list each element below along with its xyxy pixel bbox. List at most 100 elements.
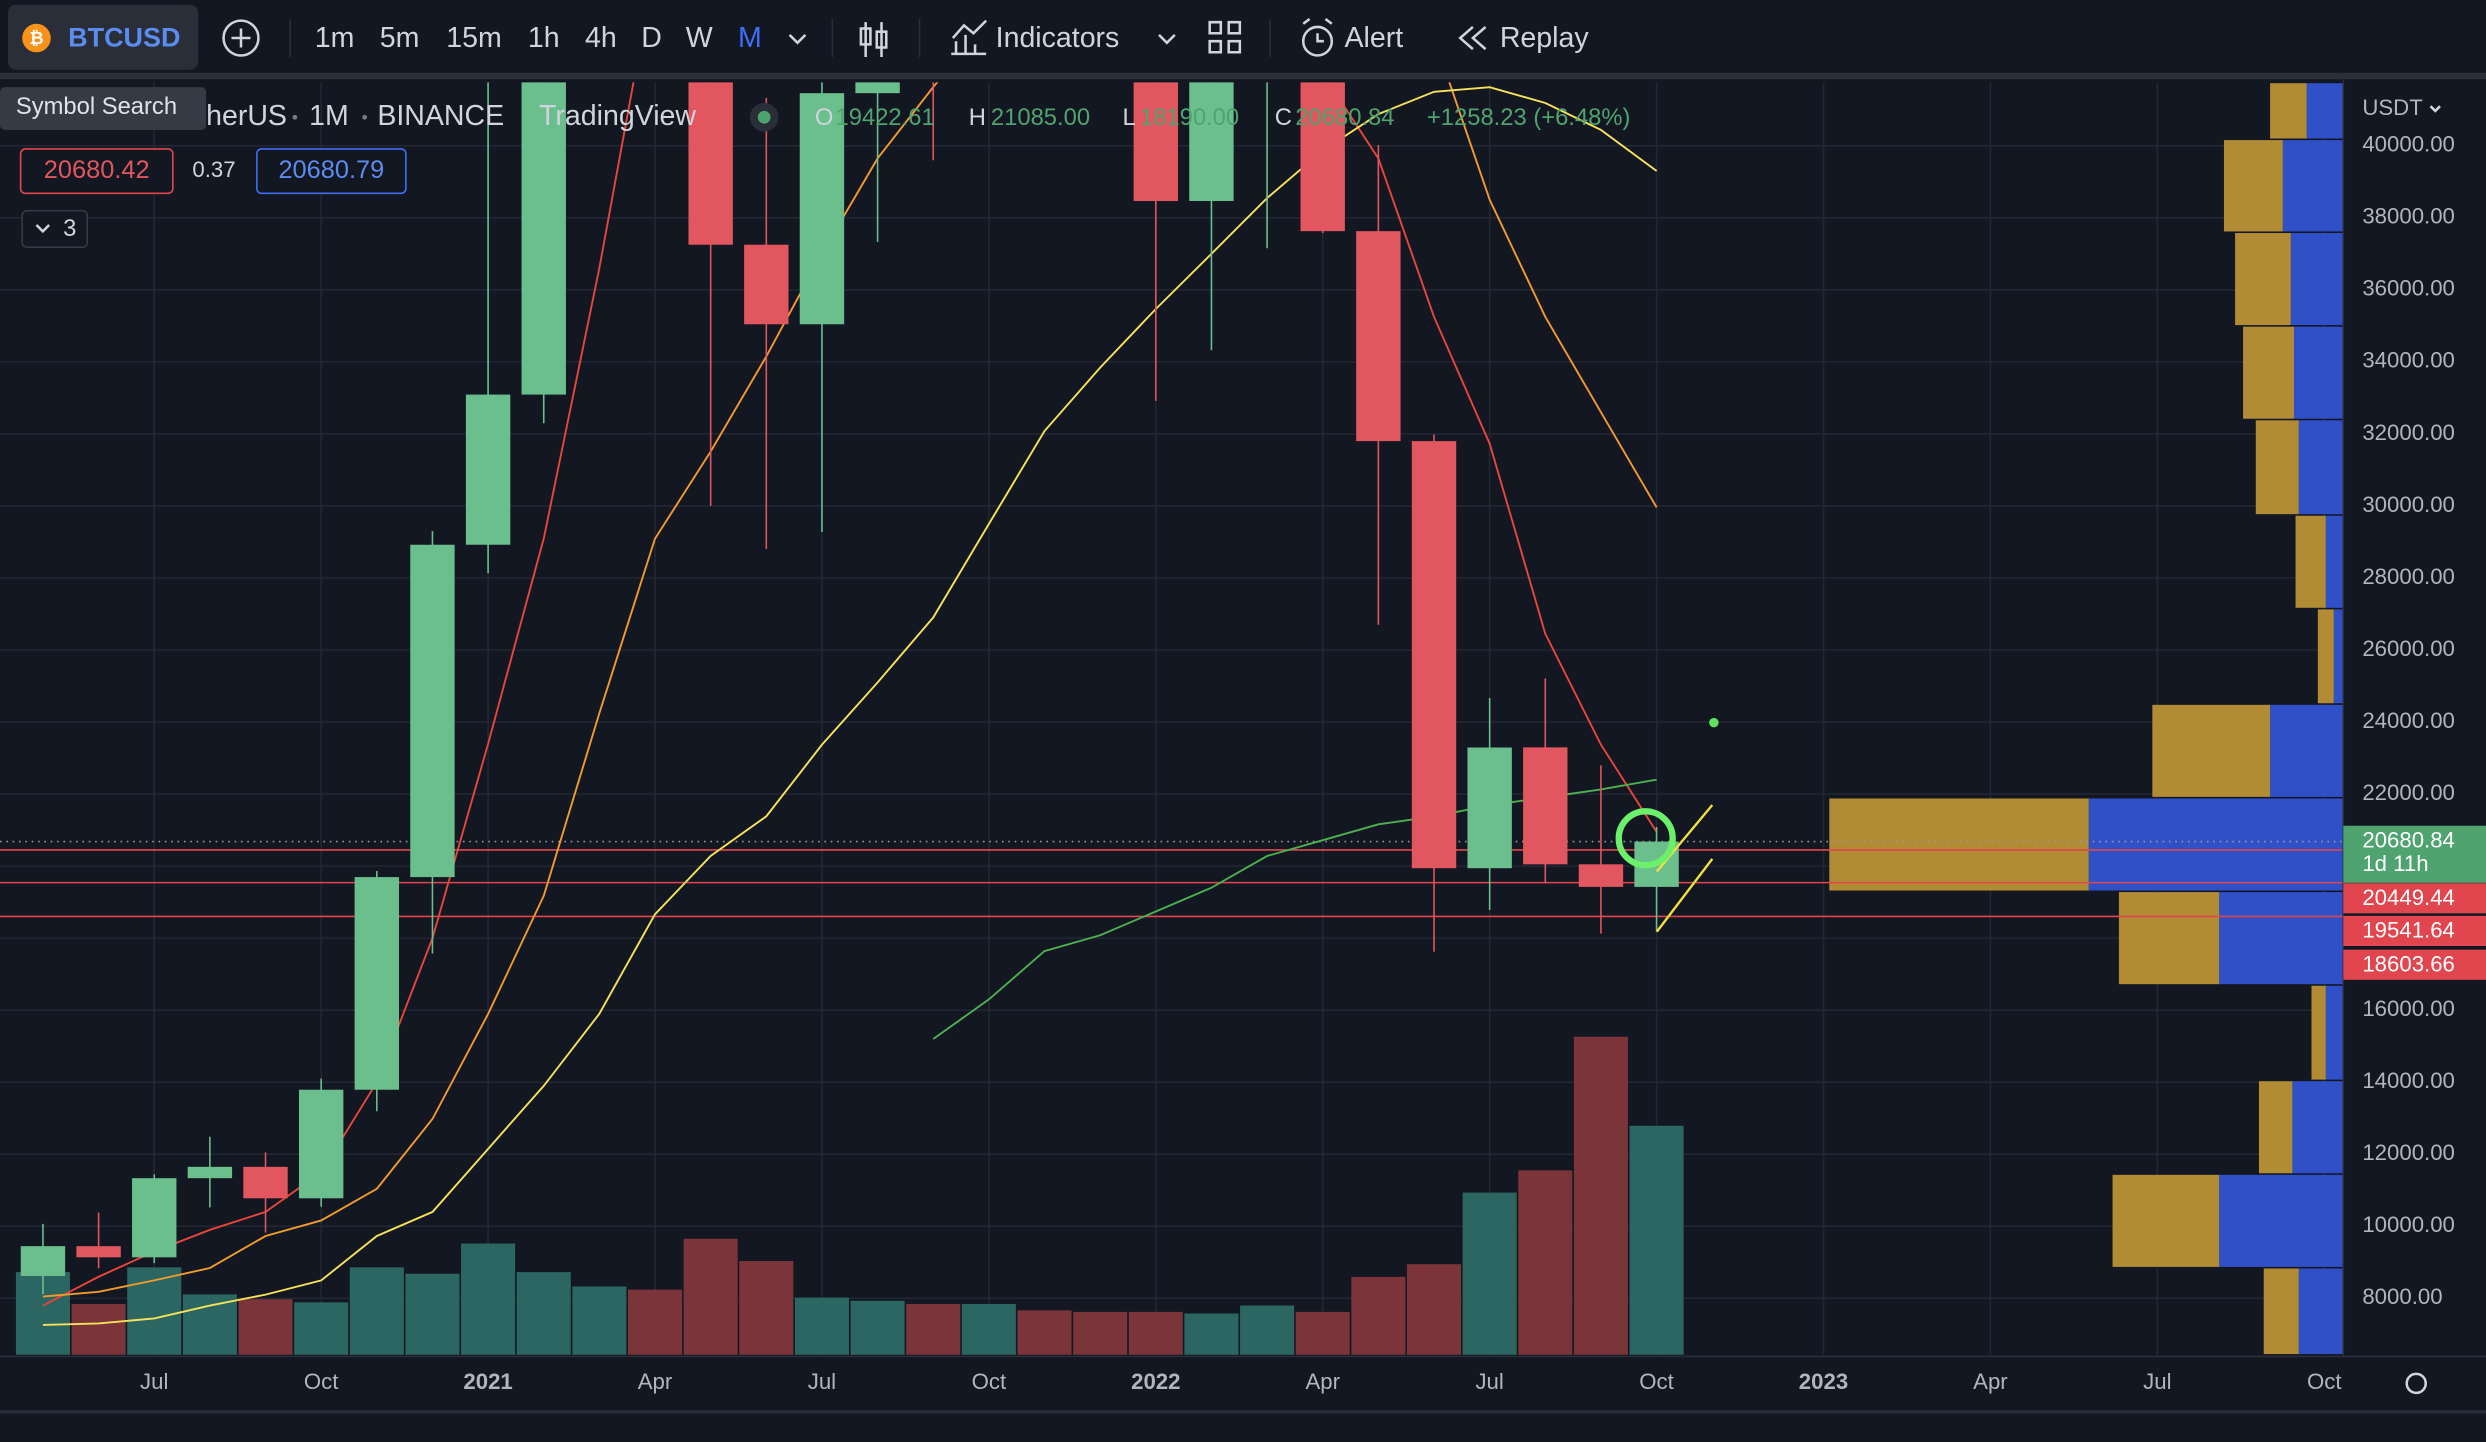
price-label: 19541.64 [2362, 918, 2455, 943]
sell-button[interactable] [19, 148, 174, 195]
buy-button[interactable] [256, 148, 407, 195]
alert-icon-detail [1302, 18, 1333, 43]
y-tick-label: 14000.00 [2362, 1068, 2455, 1093]
chevron-icon[interactable] [788, 33, 807, 45]
x-tick-label: 2022 [1131, 1369, 1180, 1394]
profile-up [2223, 140, 2283, 232]
layout-icon[interactable] [1208, 20, 1242, 54]
low-value: 18190.00 [1140, 104, 1239, 131]
timeframe-button[interactable]: W [686, 22, 713, 54]
candle-body [298, 1089, 344, 1199]
time-axis [0, 1356, 2486, 1411]
indicators-icon[interactable] [951, 19, 988, 56]
trend-line [1655, 858, 1714, 933]
symbol-button[interactable] [7, 4, 199, 70]
countdown: 1d 11h [2362, 851, 2428, 876]
y-tick-label: 36000.00 [2362, 276, 2455, 301]
volume-bar [794, 1297, 849, 1355]
volume-bar [1629, 1125, 1684, 1355]
alert-icon[interactable] [1301, 25, 1334, 57]
symbol[interactable]: BTCUSD [68, 23, 180, 53]
candle-body [243, 1166, 288, 1199]
profile-down [2298, 420, 2344, 515]
add-symbol-icon[interactable] [222, 19, 260, 57]
volume-bar [461, 1243, 516, 1355]
indicators-button[interactable]: Indicators [996, 22, 1120, 54]
separator-dot [292, 114, 298, 120]
candle-body [1356, 231, 1401, 442]
volume-bar [349, 1267, 404, 1355]
profile-up [2112, 1174, 2220, 1267]
volume-bar [961, 1303, 1016, 1355]
volume-profile [1829, 83, 2344, 1355]
y-tick-label: 10000.00 [2362, 1212, 2455, 1237]
time-axis-labels: Jul Oct 2021 Apr Jul Oct 2022 Apr Jul Oct 2023 Apr J… [140, 1369, 2342, 1394]
bitcoin-icon [22, 23, 51, 53]
candle-body [521, 82, 566, 395]
profile-up [2118, 892, 2220, 985]
open-value: 19422.61 [836, 104, 935, 131]
volume-bar [1406, 1264, 1462, 1355]
chevron-icon[interactable] [1158, 33, 1176, 45]
timeframe-button[interactable]: M [738, 22, 762, 54]
volume-bar [627, 1289, 683, 1355]
volume-bar [1295, 1311, 1350, 1355]
volume-bar [516, 1272, 571, 1355]
profile-down [2088, 798, 2344, 891]
profile-up [2317, 609, 2334, 704]
tooltip-text: Symbol Search [16, 93, 177, 120]
volume-bar [1128, 1311, 1183, 1355]
y-tick-label: 30000.00 [2362, 492, 2455, 517]
spread: 0.37 [192, 157, 235, 182]
x-tick-label: Jul [2143, 1369, 2171, 1394]
bitcoin-glyph: ₿ [29, 28, 43, 48]
volume-bar [1573, 1036, 1628, 1355]
toolbar-border [0, 72, 2486, 80]
indicators-count[interactable]: 3 [63, 215, 76, 242]
price-axis-labels: USDT 8000.00 10000.00 12000.00 14000.00 1600… [2343, 95, 2486, 1309]
legend: herUS 1M BINANCE TradingView O 19422.61 … [206, 100, 1630, 132]
candle-body [132, 1178, 177, 1258]
candle-body [410, 544, 455, 878]
volume-bar [683, 1238, 738, 1355]
timeframe-button[interactable]: 15m [446, 22, 501, 54]
candle-body [1523, 747, 1568, 865]
price-label: 18603.66 [2362, 951, 2455, 976]
chevron-icon [2429, 105, 2441, 113]
profile-down [2282, 140, 2344, 232]
chart-type-icon[interactable] [859, 22, 888, 58]
y-tick-label: 24000.00 [2362, 708, 2455, 733]
indicators-toggle[interactable] [21, 209, 88, 248]
replay-icon[interactable] [1458, 25, 1487, 51]
ask-price[interactable]: 20680.79 [278, 156, 384, 184]
alert-button[interactable]: Alert [1344, 22, 1403, 54]
profile-down [2293, 326, 2344, 419]
volume-bar [1351, 1276, 1406, 1355]
y-unit[interactable]: USDT [2362, 95, 2423, 120]
candle-body [20, 1246, 66, 1276]
change-value: +1258.23 (+6.48%) [1427, 104, 1631, 131]
plus [231, 28, 251, 48]
high-label: H [969, 104, 986, 131]
volume-bar [1240, 1305, 1295, 1355]
timeframe-button[interactable]: 5m [380, 22, 420, 54]
x-tick-label: 2021 [463, 1369, 512, 1394]
candle-body [799, 93, 845, 325]
high-value: 21085.00 [991, 104, 1090, 131]
settings-icon[interactable] [2405, 1372, 2428, 1395]
timeframe-button[interactable]: 1h [528, 22, 560, 54]
profile-down [2292, 1081, 2344, 1174]
chevron-icon [35, 224, 51, 234]
timeframe-button[interactable]: 4h [585, 22, 617, 54]
profile-down [2325, 985, 2344, 1080]
profile-up [1829, 798, 2089, 891]
timeframe-button[interactable]: D [641, 22, 662, 54]
open-label: O [815, 104, 834, 131]
bottom-bar [0, 1410, 2486, 1442]
replay-button[interactable]: Replay [1500, 22, 1590, 54]
y-tick-label: 12000.00 [2362, 1140, 2455, 1165]
timeframe-button[interactable]: 1m [315, 22, 355, 54]
bid-price[interactable]: 20680.42 [44, 156, 150, 184]
x-tick-label: Apr [638, 1369, 673, 1394]
